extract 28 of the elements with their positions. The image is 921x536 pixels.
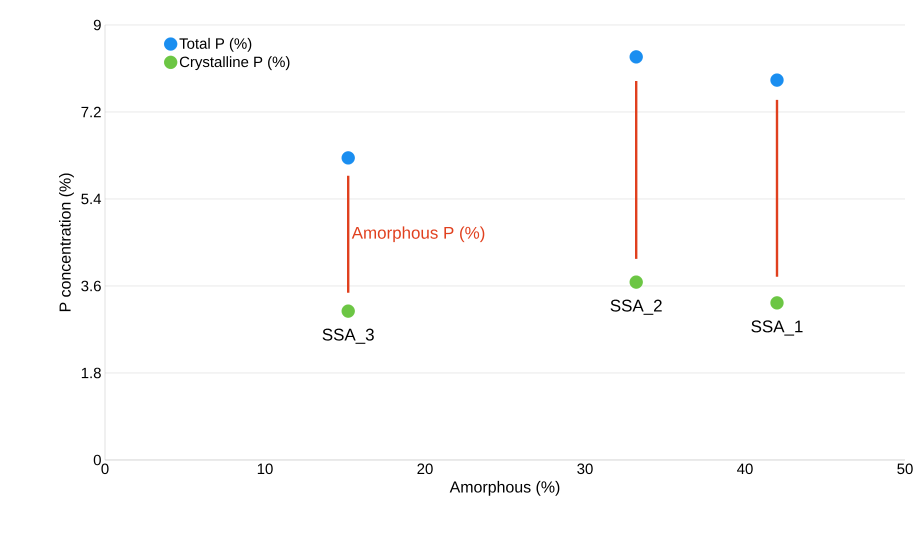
x-axis-title: Amorphous (%) (450, 480, 560, 496)
bar (635, 81, 638, 259)
y-tick-label: 3.6 (81, 280, 101, 292)
annotation: SSA_1 (751, 320, 803, 336)
point (770, 296, 784, 310)
y-tick-label: 0 (94, 454, 101, 466)
x-tick-label: 40 (737, 464, 753, 474)
x-tick-label: 30 (577, 464, 593, 474)
point (342, 151, 355, 165)
annotation: SSA_2 (610, 300, 662, 315)
x-tick-label: 10 (258, 464, 273, 474)
y-tick-label: 7.2 (81, 106, 101, 118)
point (342, 304, 355, 318)
series-label: Amorphous P (%) (352, 226, 484, 242)
annotation: SSA_3 (322, 328, 374, 344)
y-tick-label: 9 (94, 20, 101, 30)
point (770, 73, 784, 87)
bar (347, 176, 350, 293)
legend-label: Crystalline P (%) (180, 56, 290, 70)
point (630, 50, 643, 64)
point (630, 275, 643, 289)
y-axis-title: P concentration (%) (59, 174, 74, 312)
legend-label: Total P (%) (179, 38, 252, 52)
y-tick-label: 1.8 (82, 368, 101, 378)
x-tick-label: 20 (417, 464, 433, 474)
x-tick-label: 0 (101, 464, 109, 474)
y-tick-label: 5.4 (81, 194, 102, 204)
x-tick-label: 50 (897, 464, 913, 474)
